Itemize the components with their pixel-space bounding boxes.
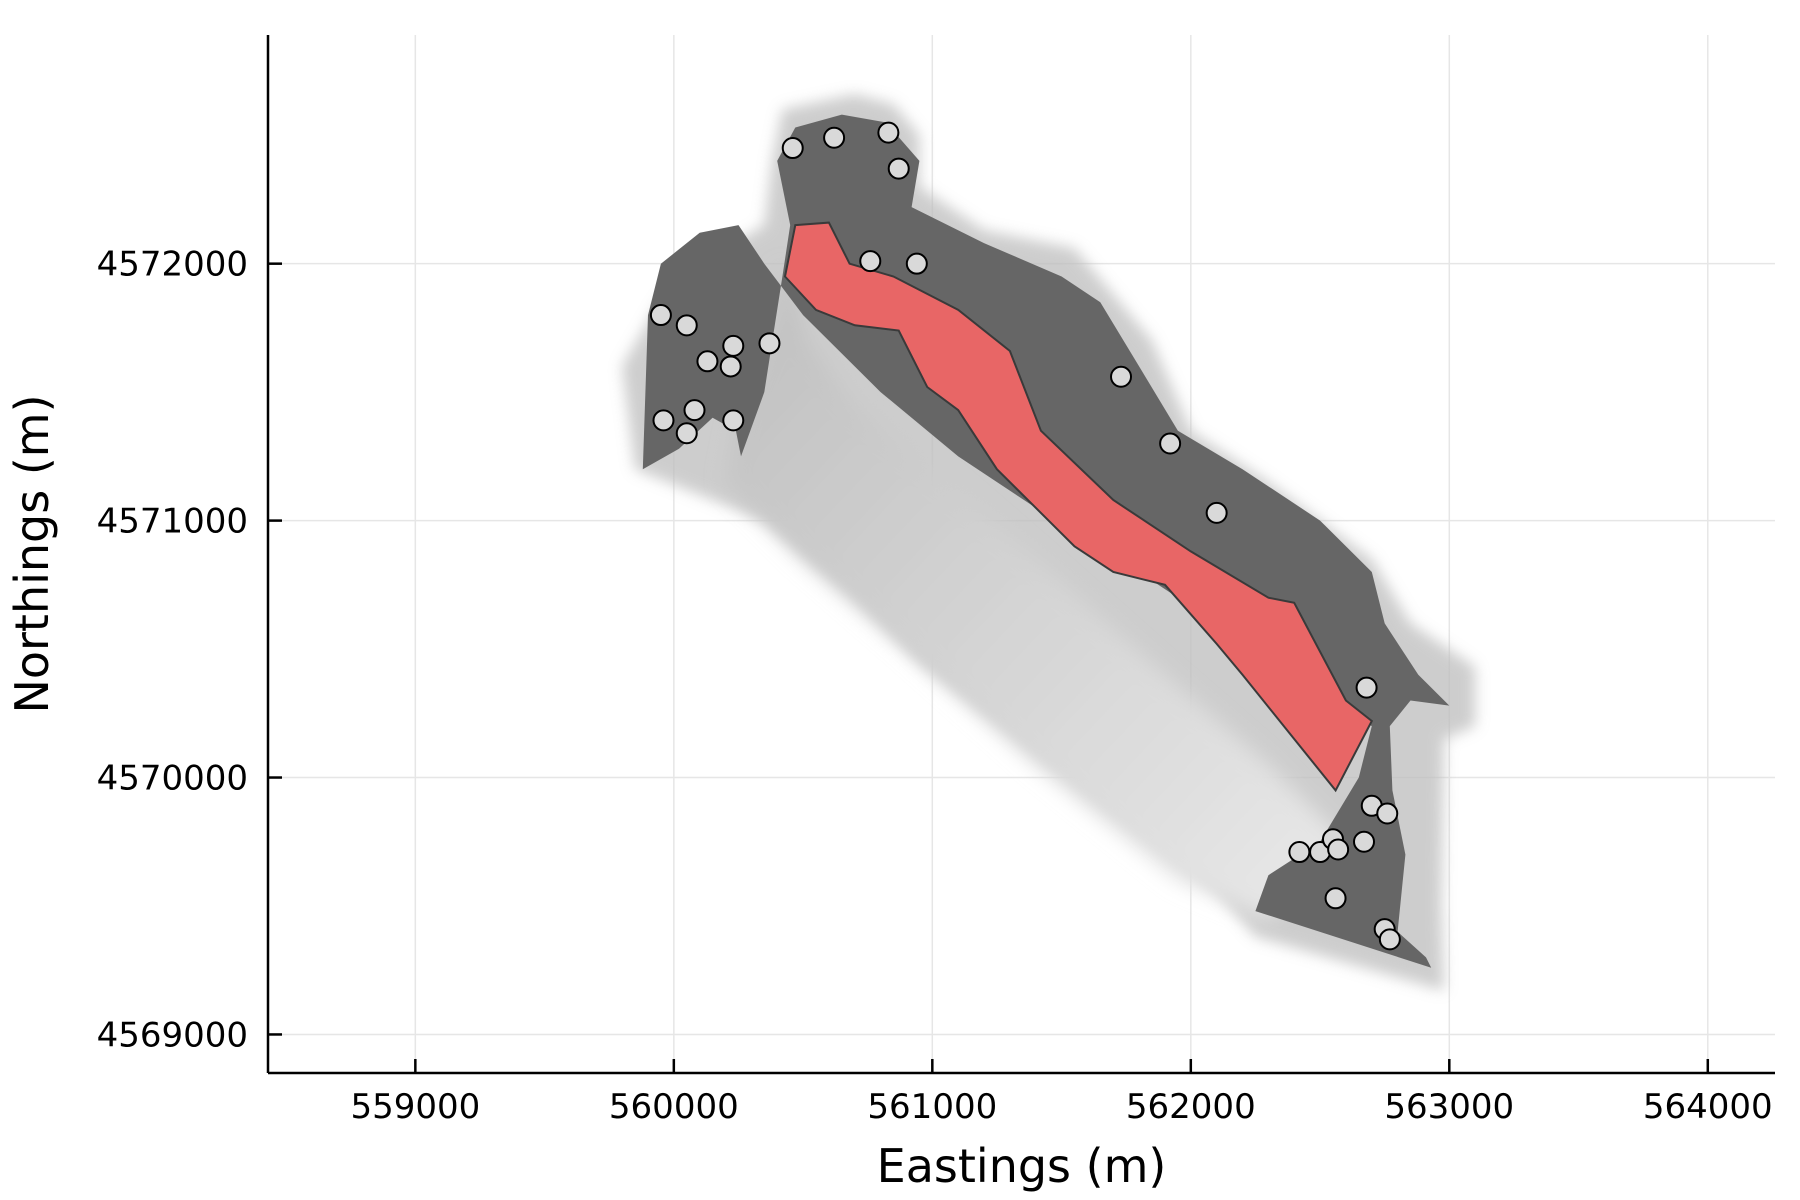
x-tick-label: 562000 [1126, 1087, 1256, 1127]
well-point [859, 250, 882, 273]
well-point [877, 121, 900, 144]
x-axis-title: Eastings (m) [877, 1139, 1167, 1193]
main-zone-region [642, 114, 1450, 968]
well-point [887, 157, 910, 180]
well-point [719, 355, 742, 378]
well-points [649, 121, 1401, 951]
core-zone-region [783, 221, 1374, 793]
well-point [696, 350, 719, 373]
x-tick-label: 559000 [350, 1087, 480, 1127]
well-point [1205, 501, 1228, 524]
gradient-zone-region [725, 263, 1346, 919]
y-ticks: 4569000 4570000 4571000 4572000 [97, 245, 282, 1055]
well-point [1376, 802, 1399, 825]
x-tick-label: 564000 [1643, 1087, 1773, 1127]
well-point [722, 334, 745, 357]
well-point [905, 252, 928, 275]
well-point [1378, 928, 1401, 951]
well-point [823, 126, 846, 149]
well-point [1288, 841, 1311, 864]
well-point [1110, 365, 1133, 388]
x-tick-label: 563000 [1384, 1087, 1514, 1127]
x-tick-label: 561000 [867, 1087, 997, 1127]
map-regions [622, 94, 1476, 991]
well-point [675, 422, 698, 445]
well-point [758, 332, 781, 355]
x-ticks: 559000 560000 561000 562000 563000 564000 [350, 1059, 1773, 1127]
well-point [1355, 676, 1378, 699]
well-point [1327, 838, 1350, 861]
axes [266, 35, 1775, 1075]
y-tick-label: 4570000 [97, 759, 248, 799]
well-point [1353, 830, 1375, 853]
y-axis-title: Northings (m) [5, 394, 59, 713]
y-tick-label: 4572000 [97, 245, 248, 285]
well-point [781, 137, 804, 160]
well-point [722, 409, 745, 432]
well-point [1324, 887, 1347, 910]
y-tick-label: 4569000 [97, 1015, 248, 1055]
x-tick-label: 560000 [609, 1087, 739, 1127]
well-point [683, 399, 706, 422]
well-point [675, 314, 698, 337]
y-tick-label: 4571000 [97, 502, 248, 542]
well-point [652, 409, 675, 432]
well-point [1159, 432, 1182, 455]
well-point [649, 304, 672, 327]
